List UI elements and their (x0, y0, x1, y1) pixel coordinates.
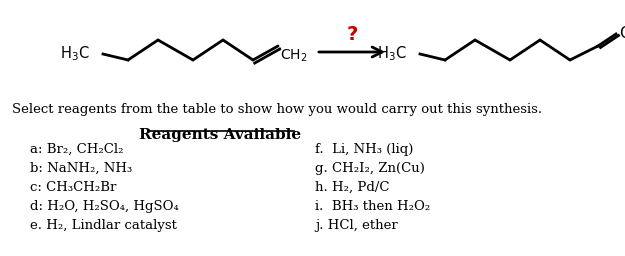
Text: H$_3$C: H$_3$C (378, 45, 407, 63)
Text: e. H₂, Lindlar catalyst: e. H₂, Lindlar catalyst (30, 219, 177, 232)
Text: d: H₂O, H₂SO₄, HgSO₄: d: H₂O, H₂SO₄, HgSO₄ (30, 200, 179, 213)
Text: b: NaNH₂, NH₃: b: NaNH₂, NH₃ (30, 162, 132, 175)
Text: h. H₂, Pd/C: h. H₂, Pd/C (315, 181, 389, 194)
Text: ?: ? (346, 26, 358, 45)
Text: g. CH₂I₂, Zn(Cu): g. CH₂I₂, Zn(Cu) (315, 162, 425, 175)
Text: O: O (619, 26, 625, 40)
Text: H$_3$C: H$_3$C (61, 45, 90, 63)
Text: Reagents Available: Reagents Available (139, 128, 301, 142)
Text: f.  Li, NH₃ (liq): f. Li, NH₃ (liq) (315, 143, 413, 156)
Text: i.  BH₃ then H₂O₂: i. BH₃ then H₂O₂ (315, 200, 430, 213)
Text: Select reagents from the table to show how you would carry out this synthesis.: Select reagents from the table to show h… (12, 103, 542, 116)
Text: c: CH₃CH₂Br: c: CH₃CH₂Br (30, 181, 116, 194)
Text: CH$_2$: CH$_2$ (280, 48, 308, 65)
Text: j. HCl, ether: j. HCl, ether (315, 219, 398, 232)
Text: a: Br₂, CH₂Cl₂: a: Br₂, CH₂Cl₂ (30, 143, 124, 156)
